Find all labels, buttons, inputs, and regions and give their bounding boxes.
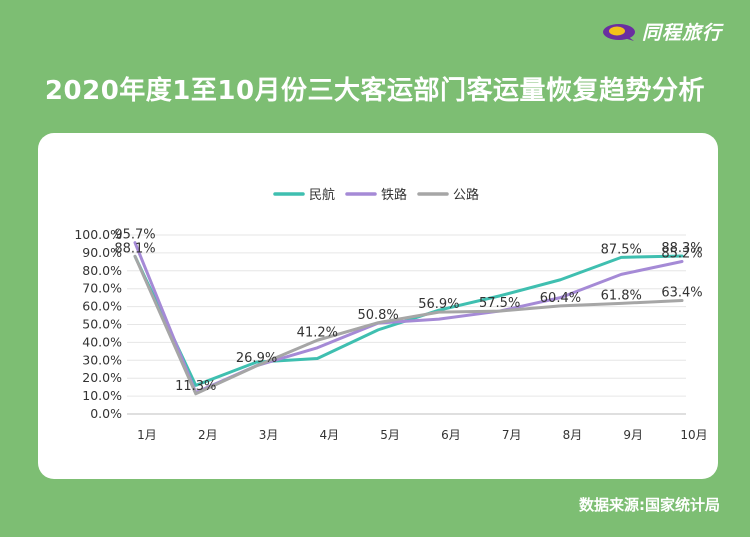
series-line bbox=[133, 254, 684, 396]
data-label: 56.9% bbox=[418, 297, 459, 312]
x-tick-label: 8月 bbox=[563, 428, 583, 442]
y-tick-label: 30.0% bbox=[82, 352, 122, 367]
data-label: 57.5% bbox=[479, 296, 520, 311]
brand-mark-icon bbox=[602, 23, 635, 41]
data-label: 50.8% bbox=[357, 308, 398, 323]
y-tick-label: 0.0% bbox=[90, 406, 122, 421]
y-tick-label: 100.0% bbox=[74, 227, 122, 242]
x-tick-label: 2月 bbox=[198, 428, 218, 442]
data-source: 数据来源:国家统计局 bbox=[579, 496, 720, 514]
data-label: 88.3% bbox=[661, 241, 702, 256]
y-tick-label: 40.0% bbox=[82, 334, 122, 349]
data-label: 88.1% bbox=[114, 241, 155, 256]
data-label: 87.5% bbox=[601, 242, 642, 257]
brand-logo: 同程旅行 bbox=[602, 18, 722, 45]
page-title: 2020年度1至10月份三大客运部门客运量恢复趋势分析 bbox=[44, 76, 706, 106]
y-tick-label: 60.0% bbox=[82, 299, 122, 314]
legend-label: 民航 bbox=[309, 187, 335, 203]
data-label: 85.2% bbox=[661, 246, 702, 261]
data-label: 41.2% bbox=[297, 325, 338, 340]
y-tick-label: 50.0% bbox=[82, 317, 122, 332]
x-tick-label: 3月 bbox=[259, 428, 279, 442]
y-tick-label: 20.0% bbox=[82, 370, 122, 385]
x-tick-label: 9月 bbox=[623, 428, 643, 442]
y-tick-label: 90.0% bbox=[82, 245, 122, 260]
data-label: 61.8% bbox=[601, 288, 642, 303]
data-label: 95.7% bbox=[114, 228, 155, 243]
chart-card: 0.0% 10.0% 20.0% 30.0% 40.0% 50.0% 60.0% 70.0% 8… bbox=[38, 133, 718, 479]
x-tick-label: 1月 bbox=[137, 428, 157, 442]
x-tick-label: 4月 bbox=[320, 428, 340, 442]
y-tick-label: 80.0% bbox=[82, 263, 122, 278]
x-tick-label: 7月 bbox=[502, 428, 522, 442]
x-tick-label: 5月 bbox=[380, 428, 400, 442]
y-tick-label: 70.0% bbox=[82, 281, 122, 296]
legend-label: 公路 bbox=[453, 187, 479, 203]
data-label: 11.3% bbox=[175, 379, 216, 394]
x-tick-label: 10月 bbox=[680, 428, 707, 442]
data-label: 60.4% bbox=[540, 291, 581, 306]
brand-logo-text: 同程旅行 bbox=[641, 22, 722, 44]
line-chart: 0.0% 10.0% 20.0% 30.0% 40.0% 50.0% 60.0% 70.0% 8… bbox=[74, 187, 707, 442]
legend-label: 铁路 bbox=[381, 187, 407, 203]
data-label: 63.4% bbox=[661, 286, 702, 301]
data-label: 26.9% bbox=[236, 351, 277, 366]
y-tick-label: 10.0% bbox=[82, 388, 122, 403]
x-tick-label: 6月 bbox=[441, 428, 461, 442]
